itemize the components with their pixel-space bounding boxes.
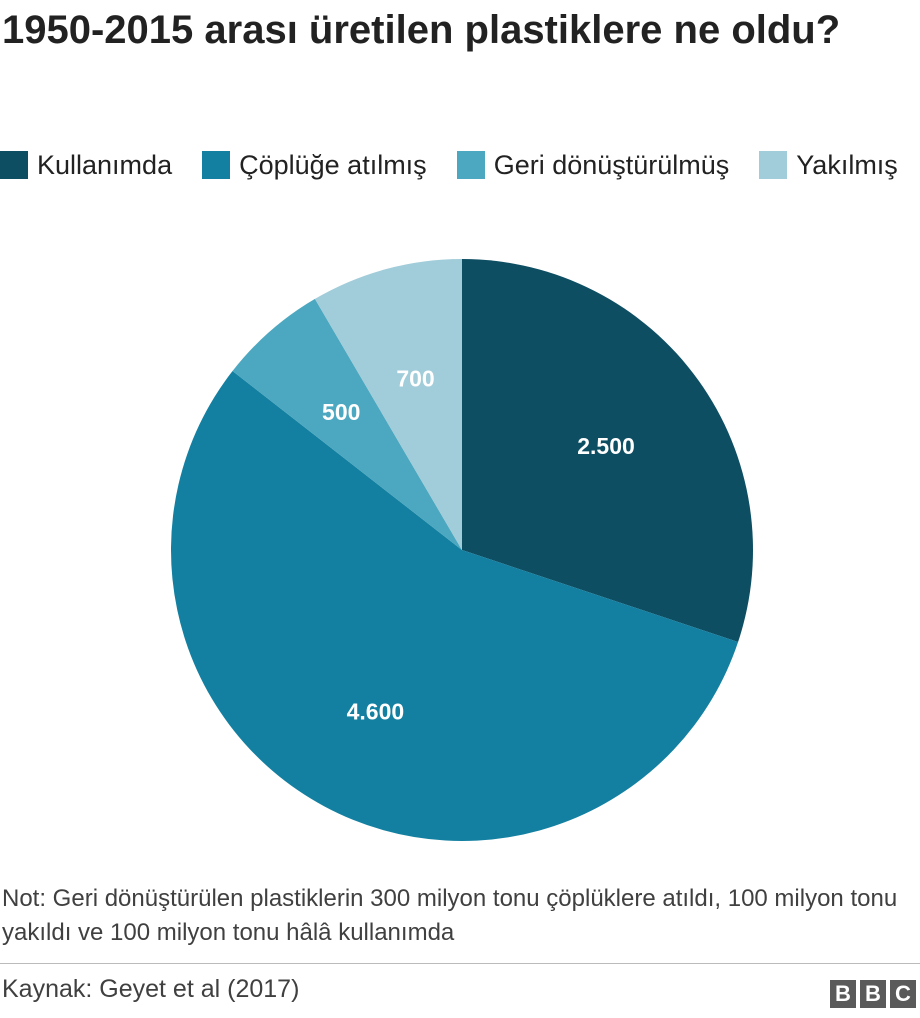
slice-value-label: 500 xyxy=(322,399,360,425)
legend-item-copluge-atilmis: Çöplüğe atılmış xyxy=(202,144,427,186)
pie-slice-geri-donusturulmus xyxy=(232,298,462,550)
legend-label: Kullanımda xyxy=(37,150,173,180)
legend-item-geri-donusturulmus: Geri dönüştürülmüş xyxy=(456,144,730,186)
legend-swatch xyxy=(202,151,231,179)
logo-letter: B xyxy=(830,980,856,1008)
legend-label: Çöplüğe atılmış xyxy=(239,150,427,180)
slice-value-label: 700 xyxy=(396,366,434,392)
slice-value-label: 4.600 xyxy=(347,699,405,725)
legend-swatch xyxy=(456,151,485,179)
pie-slice-kullanimda xyxy=(462,259,753,643)
chart-note: Not: Geri dönüştürülen plastiklerin 300 … xyxy=(2,885,898,946)
legend-label: Geri dönüştürülmüş xyxy=(493,150,730,180)
legend-swatch xyxy=(0,151,28,179)
legend-item-yakilmis: Yakılmış xyxy=(759,144,898,186)
logo-letter: C xyxy=(890,980,916,1008)
pie-slice-yakilmis xyxy=(314,259,462,550)
chart-title: 1950-2015 arası üretilen plastiklere ne … xyxy=(2,8,841,52)
pie-slice-copluge-atilmis xyxy=(170,371,739,841)
legend-label: Yakılmış xyxy=(796,150,898,180)
footer-divider xyxy=(0,963,920,964)
bbc-logo: B B C xyxy=(830,980,916,1008)
logo-letter: B xyxy=(860,980,886,1008)
pie-chart: 2.500 4.600 500 700 xyxy=(170,259,753,841)
legend-swatch xyxy=(759,151,788,179)
legend-item-kullanimda: Kullanımda xyxy=(0,144,172,186)
slice-value-label: 2.500 xyxy=(577,433,635,459)
source-text: Kaynak: Geyet et al (2017) xyxy=(2,975,300,1003)
legend: Kullanımda Çöplüğe atılmış Geri dönüştür… xyxy=(0,144,900,186)
